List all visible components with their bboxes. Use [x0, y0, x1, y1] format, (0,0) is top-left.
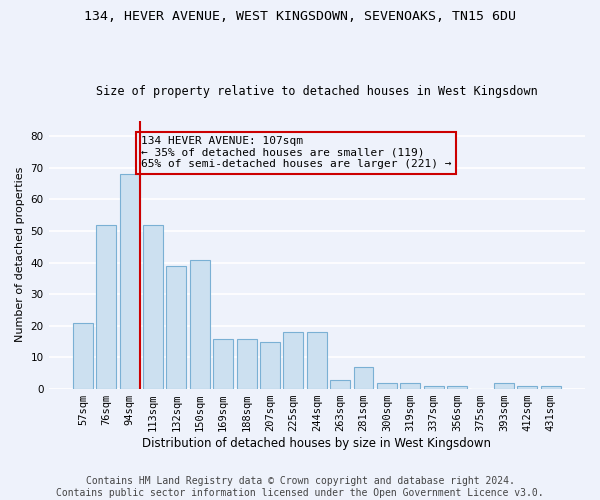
Bar: [283, 332, 304, 389]
Bar: [400, 383, 420, 389]
Bar: [330, 380, 350, 389]
Bar: [494, 383, 514, 389]
Bar: [120, 174, 140, 389]
Bar: [541, 386, 560, 389]
Bar: [377, 383, 397, 389]
Bar: [73, 322, 93, 389]
Bar: [213, 338, 233, 389]
Bar: [447, 386, 467, 389]
Bar: [517, 386, 537, 389]
X-axis label: Distribution of detached houses by size in West Kingsdown: Distribution of detached houses by size …: [142, 437, 491, 450]
Bar: [424, 386, 443, 389]
Bar: [97, 225, 116, 389]
Bar: [307, 332, 327, 389]
Text: Contains HM Land Registry data © Crown copyright and database right 2024.
Contai: Contains HM Land Registry data © Crown c…: [56, 476, 544, 498]
Bar: [166, 266, 187, 389]
Bar: [190, 260, 210, 389]
Text: 134 HEVER AVENUE: 107sqm
← 35% of detached houses are smaller (119)
65% of semi-: 134 HEVER AVENUE: 107sqm ← 35% of detach…: [141, 136, 451, 170]
Bar: [143, 225, 163, 389]
Title: Size of property relative to detached houses in West Kingsdown: Size of property relative to detached ho…: [96, 86, 538, 98]
Bar: [236, 338, 257, 389]
Y-axis label: Number of detached properties: Number of detached properties: [15, 167, 25, 342]
Text: 134, HEVER AVENUE, WEST KINGSDOWN, SEVENOAKS, TN15 6DU: 134, HEVER AVENUE, WEST KINGSDOWN, SEVEN…: [84, 10, 516, 23]
Bar: [260, 342, 280, 389]
Bar: [353, 367, 373, 389]
